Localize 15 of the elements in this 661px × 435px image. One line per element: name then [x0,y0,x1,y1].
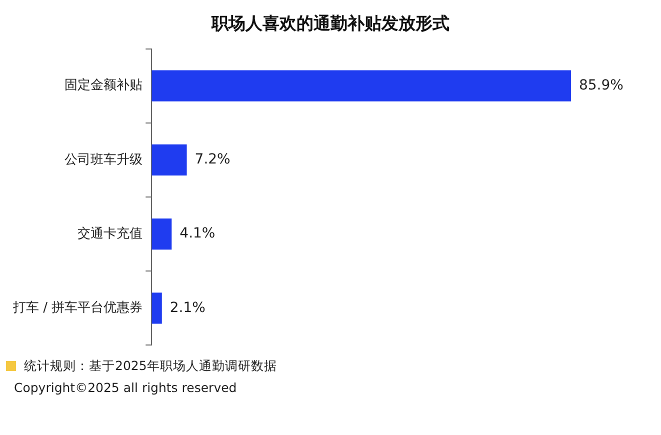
bar [152,292,162,324]
y-tick-label: 固定金额补贴 [64,78,143,94]
chart-title: 职场人喜欢的通勤补贴发放形式 [210,13,450,36]
bar [152,218,172,250]
bar [152,144,187,176]
y-tick-label: 交通卡充值 [78,225,143,242]
text: 统计规则：基于2025年职场人通勤调研数据 [24,358,277,374]
text: Copyright©2025 all rights reserved [14,380,238,395]
data-label: 85.9% [578,77,624,94]
data-label: 7.2% [194,152,230,168]
data-label: 2.1% [170,300,206,316]
y-tick-label: 打车 / 拼车平台优惠券 [12,300,143,316]
bar [152,70,571,102]
y-tick-label: 公司班车升级 [64,152,143,168]
data-label: 4.1% [180,226,216,242]
